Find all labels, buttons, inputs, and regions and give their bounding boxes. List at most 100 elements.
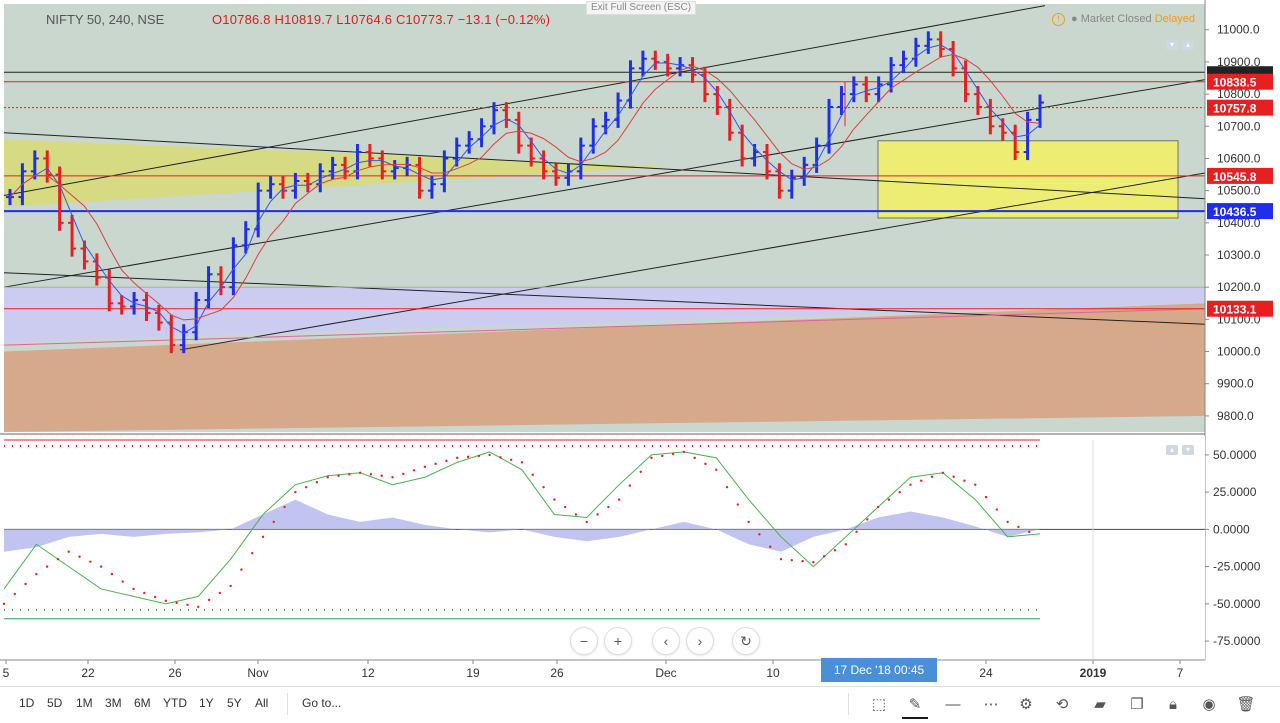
price-bar[interactable]: [390, 160, 399, 180]
price-bar[interactable]: [514, 111, 523, 154]
price-chart[interactable]: 11000.0 10900.0 10800.0 10700.0 10600.0 10500…: [0, 0, 1280, 686]
price-bar[interactable]: [762, 143, 771, 180]
time-tick-label: 26: [550, 666, 564, 680]
selection-icon[interactable]: ⬚: [871, 696, 887, 713]
collapse-pane-icon[interactable]: ▾: [1166, 40, 1178, 50]
price-bar[interactable]: [663, 53, 672, 77]
scroll-left-button[interactable]: ‹: [652, 627, 680, 655]
price-bar[interactable]: [986, 98, 995, 135]
price-bar[interactable]: [229, 237, 238, 296]
range-3m[interactable]: 3M: [105, 696, 122, 710]
time-tick-label: 10: [766, 666, 780, 680]
range-5d[interactable]: 5D: [47, 696, 63, 710]
signal-dot: [876, 505, 880, 509]
price-bar[interactable]: [862, 76, 871, 103]
price-bar[interactable]: [849, 76, 858, 103]
price-bar[interactable]: [266, 176, 275, 199]
price-bar[interactable]: [30, 150, 39, 180]
price-bar[interactable]: [80, 240, 89, 270]
zoom-out-button[interactable]: −: [570, 627, 598, 655]
range-ytd[interactable]: YTD: [163, 696, 187, 710]
price-bar[interactable]: [279, 176, 288, 199]
range-all[interactable]: All: [255, 696, 269, 710]
range-5y[interactable]: 5Y: [227, 696, 242, 710]
zoom-in-button[interactable]: +: [604, 627, 632, 655]
range-1y[interactable]: 1Y: [199, 696, 214, 710]
price-bar[interactable]: [192, 292, 201, 341]
trend-line[interactable]: [179, 172, 1206, 351]
trend-line[interactable]: [3, 132, 1206, 200]
price-bar[interactable]: [241, 221, 250, 254]
price-bar[interactable]: [415, 156, 424, 199]
signal-dot: [984, 495, 988, 499]
price-tick-label: 9900.0: [1217, 377, 1254, 391]
price-bar[interactable]: [328, 156, 337, 180]
signal-dot: [639, 470, 642, 473]
scroll-right-button[interactable]: ›: [686, 627, 714, 655]
price-bar[interactable]: [1023, 111, 1032, 161]
price-bar[interactable]: [787, 169, 796, 199]
price-bar[interactable]: [55, 166, 64, 231]
trend-line[interactable]: [3, 272, 1206, 325]
range-6m[interactable]: 6M: [134, 696, 151, 710]
price-bar[interactable]: [651, 50, 660, 70]
range-1d[interactable]: 1D: [19, 696, 35, 710]
price-bar[interactable]: [539, 150, 548, 180]
alert-icon[interactable]: ⟲: [1055, 696, 1069, 713]
price-tick-label: 10800.0: [1217, 87, 1261, 101]
price-bar[interactable]: [117, 295, 126, 315]
price-bar[interactable]: [874, 76, 883, 103]
price-bar[interactable]: [552, 163, 561, 186]
line-style-icon[interactable]: —: [945, 696, 961, 713]
signal-dot: [67, 550, 70, 553]
trend-line[interactable]: [3, 5, 1046, 196]
price-bar[interactable]: [291, 172, 300, 199]
price-bar[interactable]: [452, 137, 461, 167]
price-bar[interactable]: [713, 86, 722, 116]
symbol-label[interactable]: NIFTY 50, 240, NSE: [46, 12, 165, 27]
signal-dot: [466, 455, 470, 459]
trash-icon[interactable]: 🗑︎: [1236, 696, 1256, 713]
price-bar[interactable]: [638, 50, 647, 77]
price-bar[interactable]: [700, 66, 709, 103]
price-bar[interactable]: [68, 214, 77, 257]
price-bar[interactable]: [341, 156, 350, 180]
price-bar[interactable]: [154, 304, 163, 331]
line-width-icon[interactable]: ⋯: [983, 696, 999, 713]
price-bar[interactable]: [936, 31, 945, 58]
eye-icon[interactable]: ◉: [1202, 696, 1216, 713]
pencil-icon[interactable]: ✎: [902, 693, 928, 719]
price-bar[interactable]: [1036, 94, 1044, 128]
signal-dot: [898, 490, 901, 494]
maximize-indicator-icon[interactable]: ▾: [1182, 445, 1194, 455]
price-label-tag: [1207, 73, 1273, 90]
price-bar[interactable]: [738, 124, 747, 167]
goto-button[interactable]: Go to...: [302, 696, 342, 710]
price-bar[interactable]: [216, 266, 225, 296]
collapse-indicator-icon[interactable]: ▴: [1166, 445, 1178, 455]
gear-icon[interactable]: ⚙: [1019, 696, 1033, 713]
price-bar[interactable]: [837, 86, 846, 116]
price-bar[interactable]: [440, 150, 449, 193]
price-bar[interactable]: [43, 150, 52, 183]
lock-icon[interactable]: 🔒︎: [1169, 696, 1177, 713]
price-bar[interactable]: [924, 31, 933, 54]
range-1m[interactable]: 1M: [76, 696, 93, 710]
layers-icon[interactable]: ▰: [1094, 696, 1106, 713]
copy-icon[interactable]: ❐: [1130, 696, 1144, 713]
price-bar[interactable]: [365, 143, 374, 167]
price-bar[interactable]: [204, 266, 213, 309]
price-bar[interactable]: [527, 137, 536, 167]
price-bar[interactable]: [576, 137, 585, 180]
trend-line[interactable]: [3, 79, 1206, 288]
reset-chart-button[interactable]: ↻: [732, 627, 760, 655]
price-bar[interactable]: [887, 57, 896, 93]
exit-fullscreen-button[interactable]: Exit Full Screen (ESC): [586, 1, 697, 15]
price-bar[interactable]: [973, 86, 982, 116]
signal-dot: [715, 468, 718, 471]
expand-pane-icon[interactable]: ▴: [1182, 40, 1194, 50]
price-bar[interactable]: [949, 41, 958, 77]
oscillator-line: [3, 451, 1041, 605]
price-bar[interactable]: [465, 131, 474, 154]
signal-dot: [661, 454, 664, 458]
